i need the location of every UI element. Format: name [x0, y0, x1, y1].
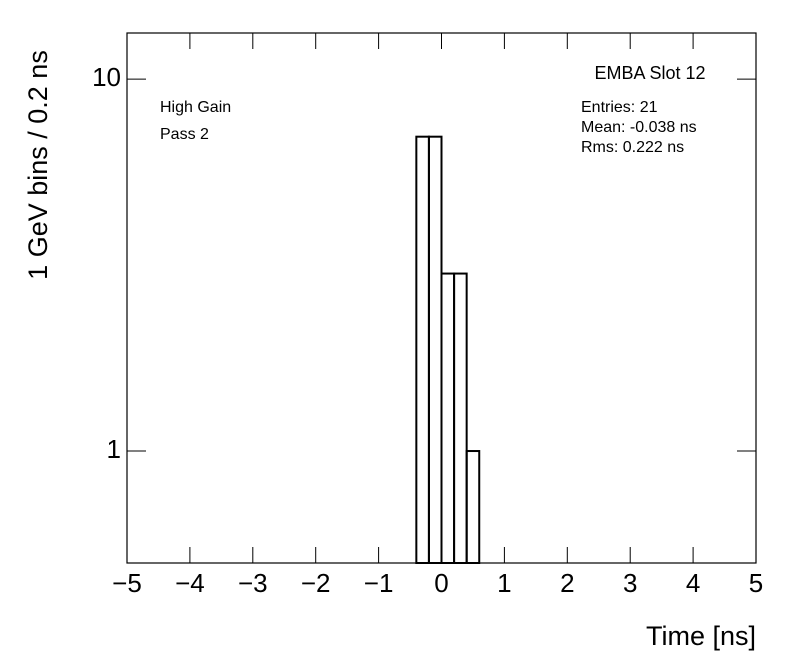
- bar: [465, 450, 481, 564]
- chart-title: EMBA Slot 12: [594, 63, 705, 83]
- x-tick-label: −5: [112, 568, 142, 598]
- x-tick-label: 1: [497, 568, 511, 598]
- x-tick-label: −2: [301, 568, 331, 598]
- x-tick-label: 5: [749, 568, 763, 598]
- x-axis-label: Time [ns]: [646, 621, 756, 651]
- stats-text: Entries: 21: [581, 99, 658, 116]
- bar: [440, 272, 456, 564]
- bar: [453, 272, 468, 564]
- y-tick-label: 1: [107, 434, 121, 464]
- x-tick-label: 3: [623, 568, 637, 598]
- x-tick-label: −4: [175, 568, 205, 598]
- y-tick-label: 10: [92, 62, 121, 92]
- bar: [427, 135, 443, 564]
- y-axis-label: 1 GeV bins / 0.2 ns: [23, 50, 53, 280]
- x-tick-label: 0: [434, 568, 448, 598]
- stats-text: Rms: 0.222 ns: [581, 139, 684, 156]
- x-tick-label: −1: [364, 568, 394, 598]
- bar: [415, 135, 430, 564]
- x-tick-label: 4: [686, 568, 700, 598]
- annotation: Pass 2: [160, 126, 209, 143]
- x-tick-label: 2: [560, 568, 574, 598]
- x-tick-label: −3: [238, 568, 268, 598]
- annotation: High Gain: [160, 99, 231, 116]
- stats-text: Mean: -0.038 ns: [581, 119, 697, 136]
